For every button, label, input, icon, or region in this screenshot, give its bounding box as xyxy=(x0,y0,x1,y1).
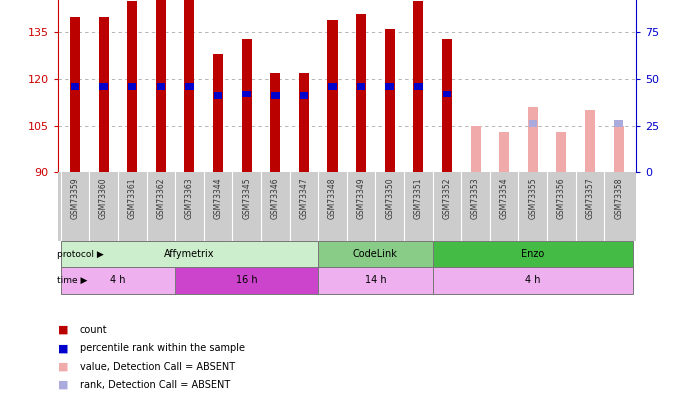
Bar xyxy=(585,110,595,172)
Bar xyxy=(241,38,252,172)
Bar xyxy=(299,73,309,172)
Text: GSM73362: GSM73362 xyxy=(156,178,165,219)
Text: GSM73350: GSM73350 xyxy=(386,178,394,219)
Text: 4 h: 4 h xyxy=(110,275,126,286)
Text: GSM73344: GSM73344 xyxy=(214,178,222,219)
Bar xyxy=(99,17,109,172)
Bar xyxy=(318,241,432,267)
Text: 4 h: 4 h xyxy=(525,275,541,286)
Text: GSM73363: GSM73363 xyxy=(185,178,194,219)
Text: ■: ■ xyxy=(58,362,68,371)
Bar xyxy=(613,126,624,172)
Bar xyxy=(156,83,165,90)
Text: ■: ■ xyxy=(58,325,68,335)
Bar xyxy=(184,0,194,172)
Bar xyxy=(156,0,166,172)
Text: Affymetrix: Affymetrix xyxy=(164,249,215,259)
Bar xyxy=(386,83,394,90)
Bar xyxy=(413,1,424,172)
Bar xyxy=(214,92,222,99)
Bar xyxy=(499,132,509,172)
Text: GSM73356: GSM73356 xyxy=(557,178,566,219)
Text: rank, Detection Call = ABSENT: rank, Detection Call = ABSENT xyxy=(80,380,230,390)
Bar xyxy=(271,92,279,99)
Text: GSM73351: GSM73351 xyxy=(414,178,423,219)
Bar xyxy=(270,73,280,172)
Text: percentile rank within the sample: percentile rank within the sample xyxy=(80,343,245,353)
Text: Enzo: Enzo xyxy=(521,249,545,259)
Text: 16 h: 16 h xyxy=(236,275,258,286)
Bar xyxy=(432,267,633,294)
Bar xyxy=(556,132,566,172)
Bar xyxy=(471,126,481,172)
Bar xyxy=(318,267,432,294)
Text: ■: ■ xyxy=(58,343,68,353)
Bar xyxy=(528,107,538,172)
Text: GSM73355: GSM73355 xyxy=(528,178,537,219)
Text: GSM73358: GSM73358 xyxy=(614,178,623,219)
Bar xyxy=(175,267,318,294)
Bar xyxy=(300,92,308,99)
Text: count: count xyxy=(80,325,107,335)
Text: GSM73349: GSM73349 xyxy=(356,178,366,219)
Bar xyxy=(61,241,318,267)
Bar xyxy=(385,29,394,172)
Text: time ▶: time ▶ xyxy=(57,276,88,285)
Text: GSM73348: GSM73348 xyxy=(328,178,337,219)
Text: 14 h: 14 h xyxy=(364,275,386,286)
Bar xyxy=(528,120,537,127)
Text: GSM73359: GSM73359 xyxy=(71,178,80,219)
Bar xyxy=(328,83,337,90)
Bar xyxy=(127,1,137,172)
Text: GSM73345: GSM73345 xyxy=(242,178,251,219)
Bar xyxy=(414,83,422,90)
Text: GSM73352: GSM73352 xyxy=(443,178,452,219)
Text: GSM73353: GSM73353 xyxy=(471,178,480,219)
Text: CodeLink: CodeLink xyxy=(353,249,398,259)
Text: GSM73346: GSM73346 xyxy=(271,178,279,219)
Bar xyxy=(443,91,452,97)
Text: protocol ▶: protocol ▶ xyxy=(57,249,104,259)
Bar xyxy=(328,20,337,172)
Bar xyxy=(70,17,80,172)
Bar xyxy=(213,54,223,172)
Bar xyxy=(61,267,175,294)
Bar xyxy=(614,120,623,127)
Text: value, Detection Call = ABSENT: value, Detection Call = ABSENT xyxy=(80,362,235,371)
Bar xyxy=(185,83,194,90)
Bar xyxy=(357,83,365,90)
Text: ■: ■ xyxy=(58,380,68,390)
Bar xyxy=(432,241,633,267)
Text: GSM73357: GSM73357 xyxy=(585,178,594,219)
Text: GSM73347: GSM73347 xyxy=(299,178,308,219)
Bar xyxy=(99,83,108,90)
Bar xyxy=(128,83,137,90)
Bar xyxy=(442,38,452,172)
Bar xyxy=(356,14,366,172)
Bar xyxy=(71,83,80,90)
Text: GSM73361: GSM73361 xyxy=(128,178,137,219)
Text: GSM73354: GSM73354 xyxy=(500,178,509,219)
Text: GSM73360: GSM73360 xyxy=(99,178,108,219)
Bar xyxy=(242,91,251,97)
